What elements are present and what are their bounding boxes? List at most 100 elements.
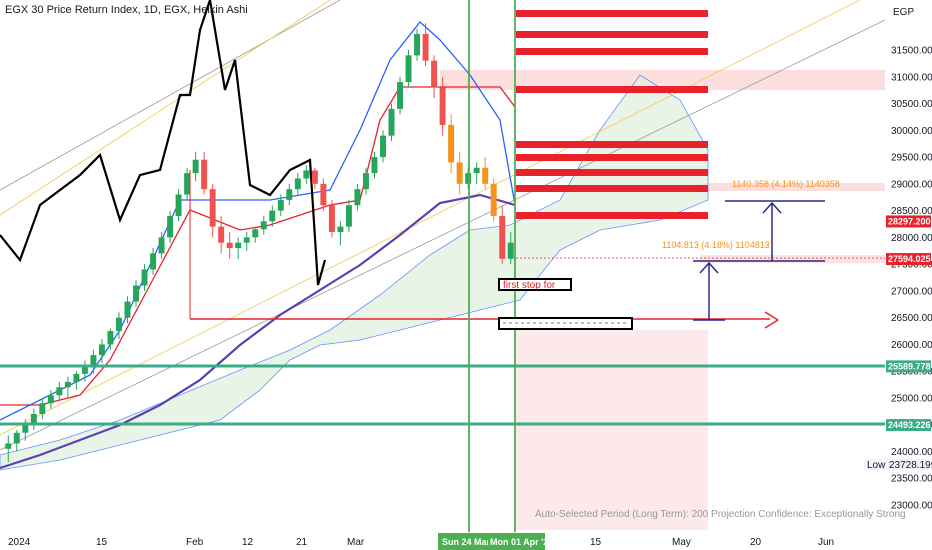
candle-body <box>456 162 463 184</box>
low-label-text: Low <box>867 460 886 471</box>
candle-body <box>192 159 199 174</box>
first-stop-box <box>498 278 572 291</box>
resistance-bar <box>516 48 708 55</box>
arrow-head <box>764 319 779 329</box>
resistance-bars <box>516 10 708 219</box>
candle-body <box>184 173 191 195</box>
candle-body <box>371 157 378 174</box>
projection-band <box>440 70 885 90</box>
currency-label: EGP <box>893 7 914 18</box>
candle-body <box>141 269 148 286</box>
price-axis-bg <box>885 0 932 532</box>
y-tick-label: 25000.000 <box>891 393 932 404</box>
horizontal-levels <box>0 170 885 426</box>
trendline-yellow <box>0 0 861 436</box>
candle-body <box>98 344 105 356</box>
y-tick-label: 28000.000 <box>891 233 932 244</box>
y-tick-label: 26500.000 <box>891 313 932 324</box>
price-tag-bg <box>886 419 931 432</box>
resistance-bar <box>516 10 708 17</box>
price-tags: 28297.200 27594.025 25589.778 24493.226 <box>886 215 931 432</box>
x-tick-label: 15 <box>590 537 602 548</box>
low-label-bg <box>864 459 929 470</box>
candle-body <box>30 414 37 425</box>
candle-body <box>405 55 412 83</box>
candle-body <box>422 33 429 61</box>
candle-body <box>277 199 284 211</box>
candle-body <box>73 373 80 382</box>
candle-body <box>345 205 352 227</box>
y-tick-label: 23500.000 <box>891 474 932 485</box>
y-tick-label: 30000.000 <box>891 126 932 137</box>
x-tick-label: Jun <box>818 537 834 548</box>
low-label-value: 23728.199 <box>889 460 932 471</box>
chart-title: EGX 30 Price Return Index, 1D, EGX, Heik… <box>5 4 248 16</box>
candle-body <box>56 387 63 396</box>
ma-purple <box>0 193 516 470</box>
resistance-bar <box>516 185 708 192</box>
candle-body <box>320 183 327 206</box>
candle-body <box>209 189 216 227</box>
x-tick-label: Feb <box>186 537 204 548</box>
candle-body <box>22 424 29 433</box>
candle-body <box>13 432 20 444</box>
x-tick-label: Mar <box>347 537 365 548</box>
candle-body <box>201 159 208 190</box>
y-tick-label: 24000.000 <box>891 447 932 458</box>
candle-body <box>397 82 404 109</box>
date-markers <box>468 0 516 532</box>
measure-upper-arrowhead <box>762 201 782 214</box>
x-tick-label: 12 <box>242 537 254 548</box>
moving-averages <box>0 0 516 470</box>
candle-body <box>47 395 54 404</box>
resistance-bar <box>516 31 708 38</box>
measure-lower-label: 1104.813 (4.18%) 1104813 <box>662 240 770 250</box>
candle-body <box>235 242 242 249</box>
footer-note: Auto-Selected Period (Long Term): 200 Pr… <box>535 509 906 520</box>
candle-body <box>226 242 233 249</box>
y-tick-label: 29500.000 <box>891 153 932 164</box>
candle-body <box>5 443 12 449</box>
candle-body <box>473 167 480 174</box>
candle-body <box>414 33 421 56</box>
candle-body <box>64 381 71 388</box>
annotation-boxes: first stop for <box>498 278 633 330</box>
date-tag-bg <box>438 533 490 550</box>
candle-body <box>482 167 489 184</box>
y-tick-label: 30500.000 <box>891 99 932 110</box>
price-tag-label: 25589.778 <box>888 361 931 371</box>
candle-body <box>499 215 506 259</box>
candle-body <box>380 135 386 158</box>
measure-lower-arrowhead <box>699 261 719 274</box>
x-tick-label: 21 <box>296 537 308 548</box>
price-tag-label: 27594.025 <box>888 254 931 264</box>
price-axis[interactable]: EGP 31500.000 31000.000 30500.000 30000.000… <box>885 0 932 532</box>
measurement-tool[interactable]: 1140.358 (4.14%) 1140358 1104.813 (4.18%… <box>662 179 840 321</box>
candle-body <box>175 194 182 216</box>
projection-zone <box>440 70 885 530</box>
price-tag-label: 28297.200 <box>888 216 931 226</box>
resistance-bar <box>516 86 708 93</box>
candle-body <box>124 301 131 318</box>
candle-body <box>260 221 267 230</box>
candle-body <box>328 205 335 232</box>
measure-upper-label: 1140.358 (4.14%) 1140358 <box>732 179 840 189</box>
candle-body <box>337 226 344 232</box>
candle-body <box>507 242 514 259</box>
x-tick-label: May <box>672 537 691 548</box>
target-box <box>498 317 633 330</box>
time-axis[interactable]: Jun 20 May 15 Mar 21 12 Feb 15 2024 Sun 24 Mar Mo… <box>0 532 932 550</box>
candle-body <box>362 173 369 190</box>
y-tick-label: 27000.000 <box>891 286 932 297</box>
candle-body <box>286 189 293 200</box>
date-tag: Mon 01 Apr '24 <box>490 537 553 547</box>
y-tick-label: 27500.000 <box>891 260 932 271</box>
candle-body <box>294 178 301 190</box>
candle-body <box>303 170 310 179</box>
resistance-bar <box>516 169 708 176</box>
y-tick-label: 29000.000 <box>891 179 932 190</box>
candle-body <box>354 189 361 206</box>
candle-series <box>5 23 514 463</box>
x-tick-label: 15 <box>96 537 108 548</box>
